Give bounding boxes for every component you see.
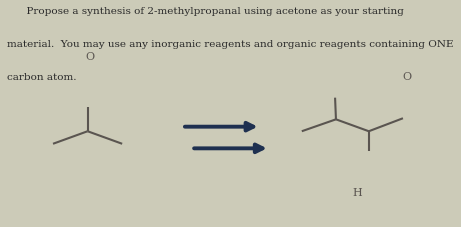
Text: material.  You may use any inorganic reagents and organic reagents containing ON: material. You may use any inorganic reag… [7,40,454,49]
Text: carbon atom.: carbon atom. [7,73,77,81]
Text: O: O [402,72,412,82]
Text: Propose a synthesis of 2-methylpropanal using acetone as your starting: Propose a synthesis of 2-methylpropanal … [7,7,404,16]
Text: O: O [86,51,95,61]
Text: H: H [352,187,362,197]
